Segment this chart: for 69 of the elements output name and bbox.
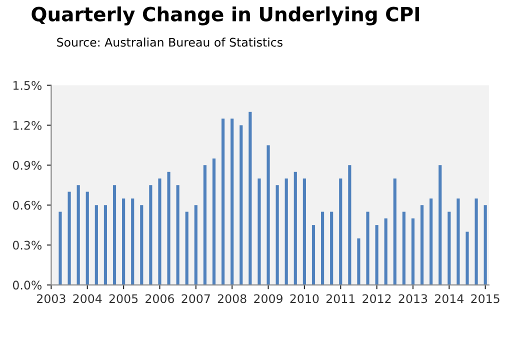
bar bbox=[366, 212, 370, 285]
bar bbox=[122, 198, 126, 285]
x-tick-label: 2004 bbox=[73, 294, 102, 304]
bar bbox=[104, 205, 108, 285]
bar bbox=[384, 218, 388, 285]
bar bbox=[321, 212, 324, 285]
bar bbox=[430, 198, 433, 285]
bar bbox=[294, 172, 297, 285]
bar bbox=[76, 185, 80, 285]
x-tick-label: 2009 bbox=[254, 294, 282, 304]
bar bbox=[312, 225, 316, 285]
bar bbox=[167, 172, 170, 285]
bar bbox=[438, 165, 442, 285]
bar bbox=[484, 205, 487, 285]
bar bbox=[393, 178, 396, 285]
bar bbox=[203, 165, 206, 285]
bar bbox=[448, 212, 451, 285]
bar bbox=[194, 205, 198, 285]
bar bbox=[94, 205, 98, 285]
x-tick-label: 2003 bbox=[37, 294, 66, 304]
bar bbox=[112, 185, 116, 285]
y-tick-label: 0.0% bbox=[12, 280, 42, 290]
bar bbox=[474, 198, 478, 285]
bar bbox=[212, 158, 216, 285]
chart-subtitle: Source: Australian Bureau of Statistics bbox=[57, 38, 282, 47]
bar bbox=[240, 125, 243, 285]
x-tick-label: 2007 bbox=[182, 294, 210, 304]
bar bbox=[330, 212, 334, 285]
bar bbox=[266, 145, 270, 285]
x-tick-label: 2011 bbox=[326, 294, 355, 304]
x-tick-label: 2014 bbox=[435, 294, 464, 304]
bar bbox=[158, 178, 162, 285]
x-tick-label: 2013 bbox=[398, 294, 428, 304]
bar bbox=[276, 185, 279, 285]
bar bbox=[149, 185, 152, 285]
y-tick-label: 0.6% bbox=[12, 200, 42, 210]
bar bbox=[86, 192, 89, 285]
bar bbox=[131, 198, 134, 285]
bar bbox=[284, 178, 288, 285]
bar bbox=[456, 198, 460, 285]
bar bbox=[140, 205, 144, 285]
x-tick-label: 2006 bbox=[146, 294, 174, 304]
bar bbox=[348, 165, 352, 285]
x-tick-label: 2010 bbox=[290, 294, 319, 304]
bar bbox=[420, 205, 424, 285]
y-tick-label: 1.5% bbox=[13, 81, 42, 90]
bar bbox=[302, 178, 306, 285]
bar bbox=[58, 212, 62, 285]
bar bbox=[402, 212, 406, 285]
bar bbox=[222, 118, 225, 285]
x-tick-label: 2008 bbox=[218, 294, 246, 304]
x-tick-label: 2005 bbox=[109, 294, 138, 304]
y-tick-label: 1.2% bbox=[13, 120, 42, 130]
bar bbox=[176, 185, 180, 285]
x-tick-label: 2012 bbox=[362, 294, 391, 304]
bar bbox=[230, 118, 234, 285]
bar bbox=[258, 178, 261, 285]
bar bbox=[466, 232, 469, 285]
bar bbox=[68, 192, 71, 285]
bar bbox=[411, 218, 415, 285]
bar bbox=[375, 225, 378, 285]
bar bbox=[339, 178, 342, 285]
bar bbox=[248, 112, 252, 285]
chart-title: Quarterly Change in Underlying CPI bbox=[32, 6, 420, 26]
bar bbox=[357, 238, 360, 285]
bar bbox=[185, 212, 188, 285]
y-tick-label: 0.3% bbox=[12, 240, 42, 250]
x-tick-label: 2015 bbox=[471, 294, 500, 304]
y-tick-label: 0.9% bbox=[12, 160, 42, 170]
